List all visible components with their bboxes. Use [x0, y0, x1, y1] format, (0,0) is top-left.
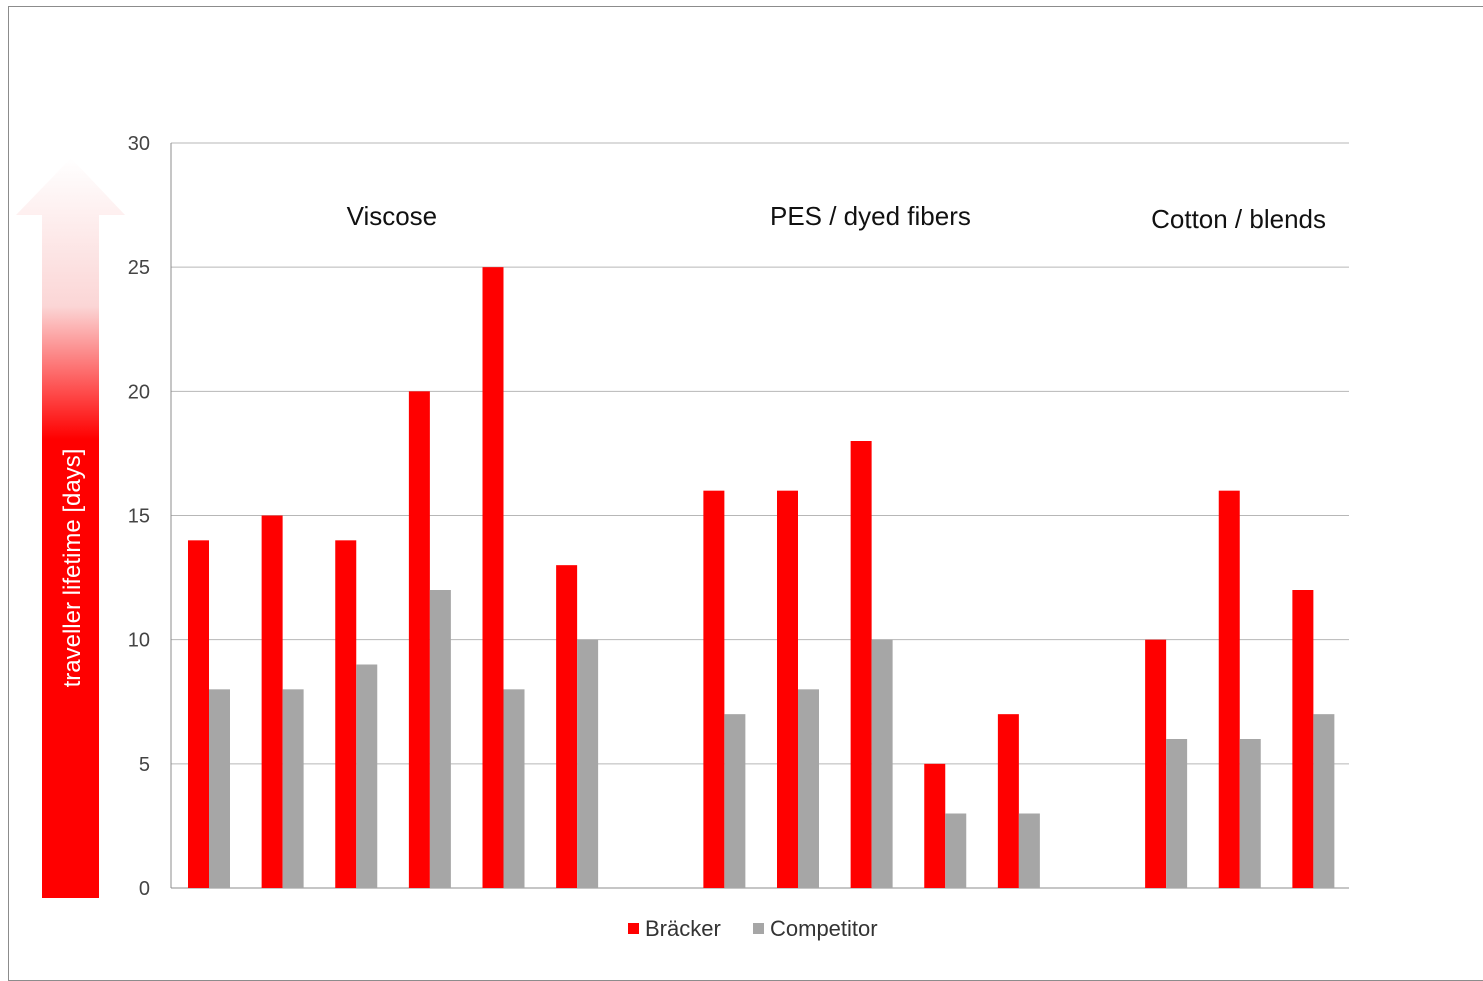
bar-bracker	[188, 540, 209, 888]
legend-label: Bräcker	[645, 916, 721, 941]
bar-competitor	[503, 689, 525, 888]
bar-bracker	[924, 763, 946, 888]
bar-bracker	[261, 515, 283, 888]
bar-bracker	[850, 441, 872, 888]
bar-competitor	[871, 639, 893, 888]
bar-competitor	[209, 689, 230, 888]
legend-swatch	[753, 923, 764, 934]
bar-competitor	[356, 664, 378, 888]
bar-bracker	[482, 267, 504, 889]
bar-competitor	[577, 639, 599, 888]
bar-competitor	[1313, 714, 1335, 888]
bar-bracker	[1218, 490, 1240, 888]
legend-label: Competitor	[770, 916, 878, 941]
y-tick-label: 5	[139, 754, 150, 776]
bar-bracker	[997, 714, 1019, 888]
group-labels: Viscose PES / dyed fibers Cotton / blends	[347, 201, 1326, 234]
bar-bracker	[1292, 590, 1314, 888]
bar-bracker	[408, 391, 430, 888]
bar-bracker	[556, 565, 578, 888]
bar-competitor	[282, 689, 304, 888]
group-label: Viscose	[347, 201, 438, 231]
bar-competitor	[798, 689, 819, 888]
bar-competitor	[429, 590, 451, 888]
bar-competitor	[724, 714, 746, 888]
bar-bracker	[335, 540, 357, 888]
bar-bracker	[703, 490, 725, 888]
bar-competitor	[1239, 739, 1261, 888]
y-tick-label: 0	[139, 878, 150, 900]
y-tick-label: 25	[128, 257, 150, 279]
group-label: Cotton / blends	[1151, 204, 1326, 234]
y-axis-label: traveller lifetime [days]	[59, 449, 86, 688]
bar-competitor	[945, 813, 967, 888]
legend: Bräcker Competitor	[628, 916, 878, 941]
bar-competitor	[1166, 739, 1188, 888]
bar-bracker	[1145, 639, 1167, 888]
bar-competitor	[1018, 813, 1040, 888]
y-tick-label: 15	[128, 506, 150, 528]
bar-bracker	[777, 490, 798, 888]
y-tick-label: 20	[128, 381, 150, 403]
y-tick-label: 30	[128, 133, 150, 155]
y-tick-label: 10	[128, 630, 150, 652]
bars	[188, 267, 1335, 889]
legend-swatch	[628, 923, 639, 934]
y-tick-labels: 0 5 10 15 20 25 30	[128, 133, 150, 900]
group-label: PES / dyed fibers	[770, 201, 971, 231]
y-axis-arrow: traveller lifetime [days]	[16, 158, 125, 898]
